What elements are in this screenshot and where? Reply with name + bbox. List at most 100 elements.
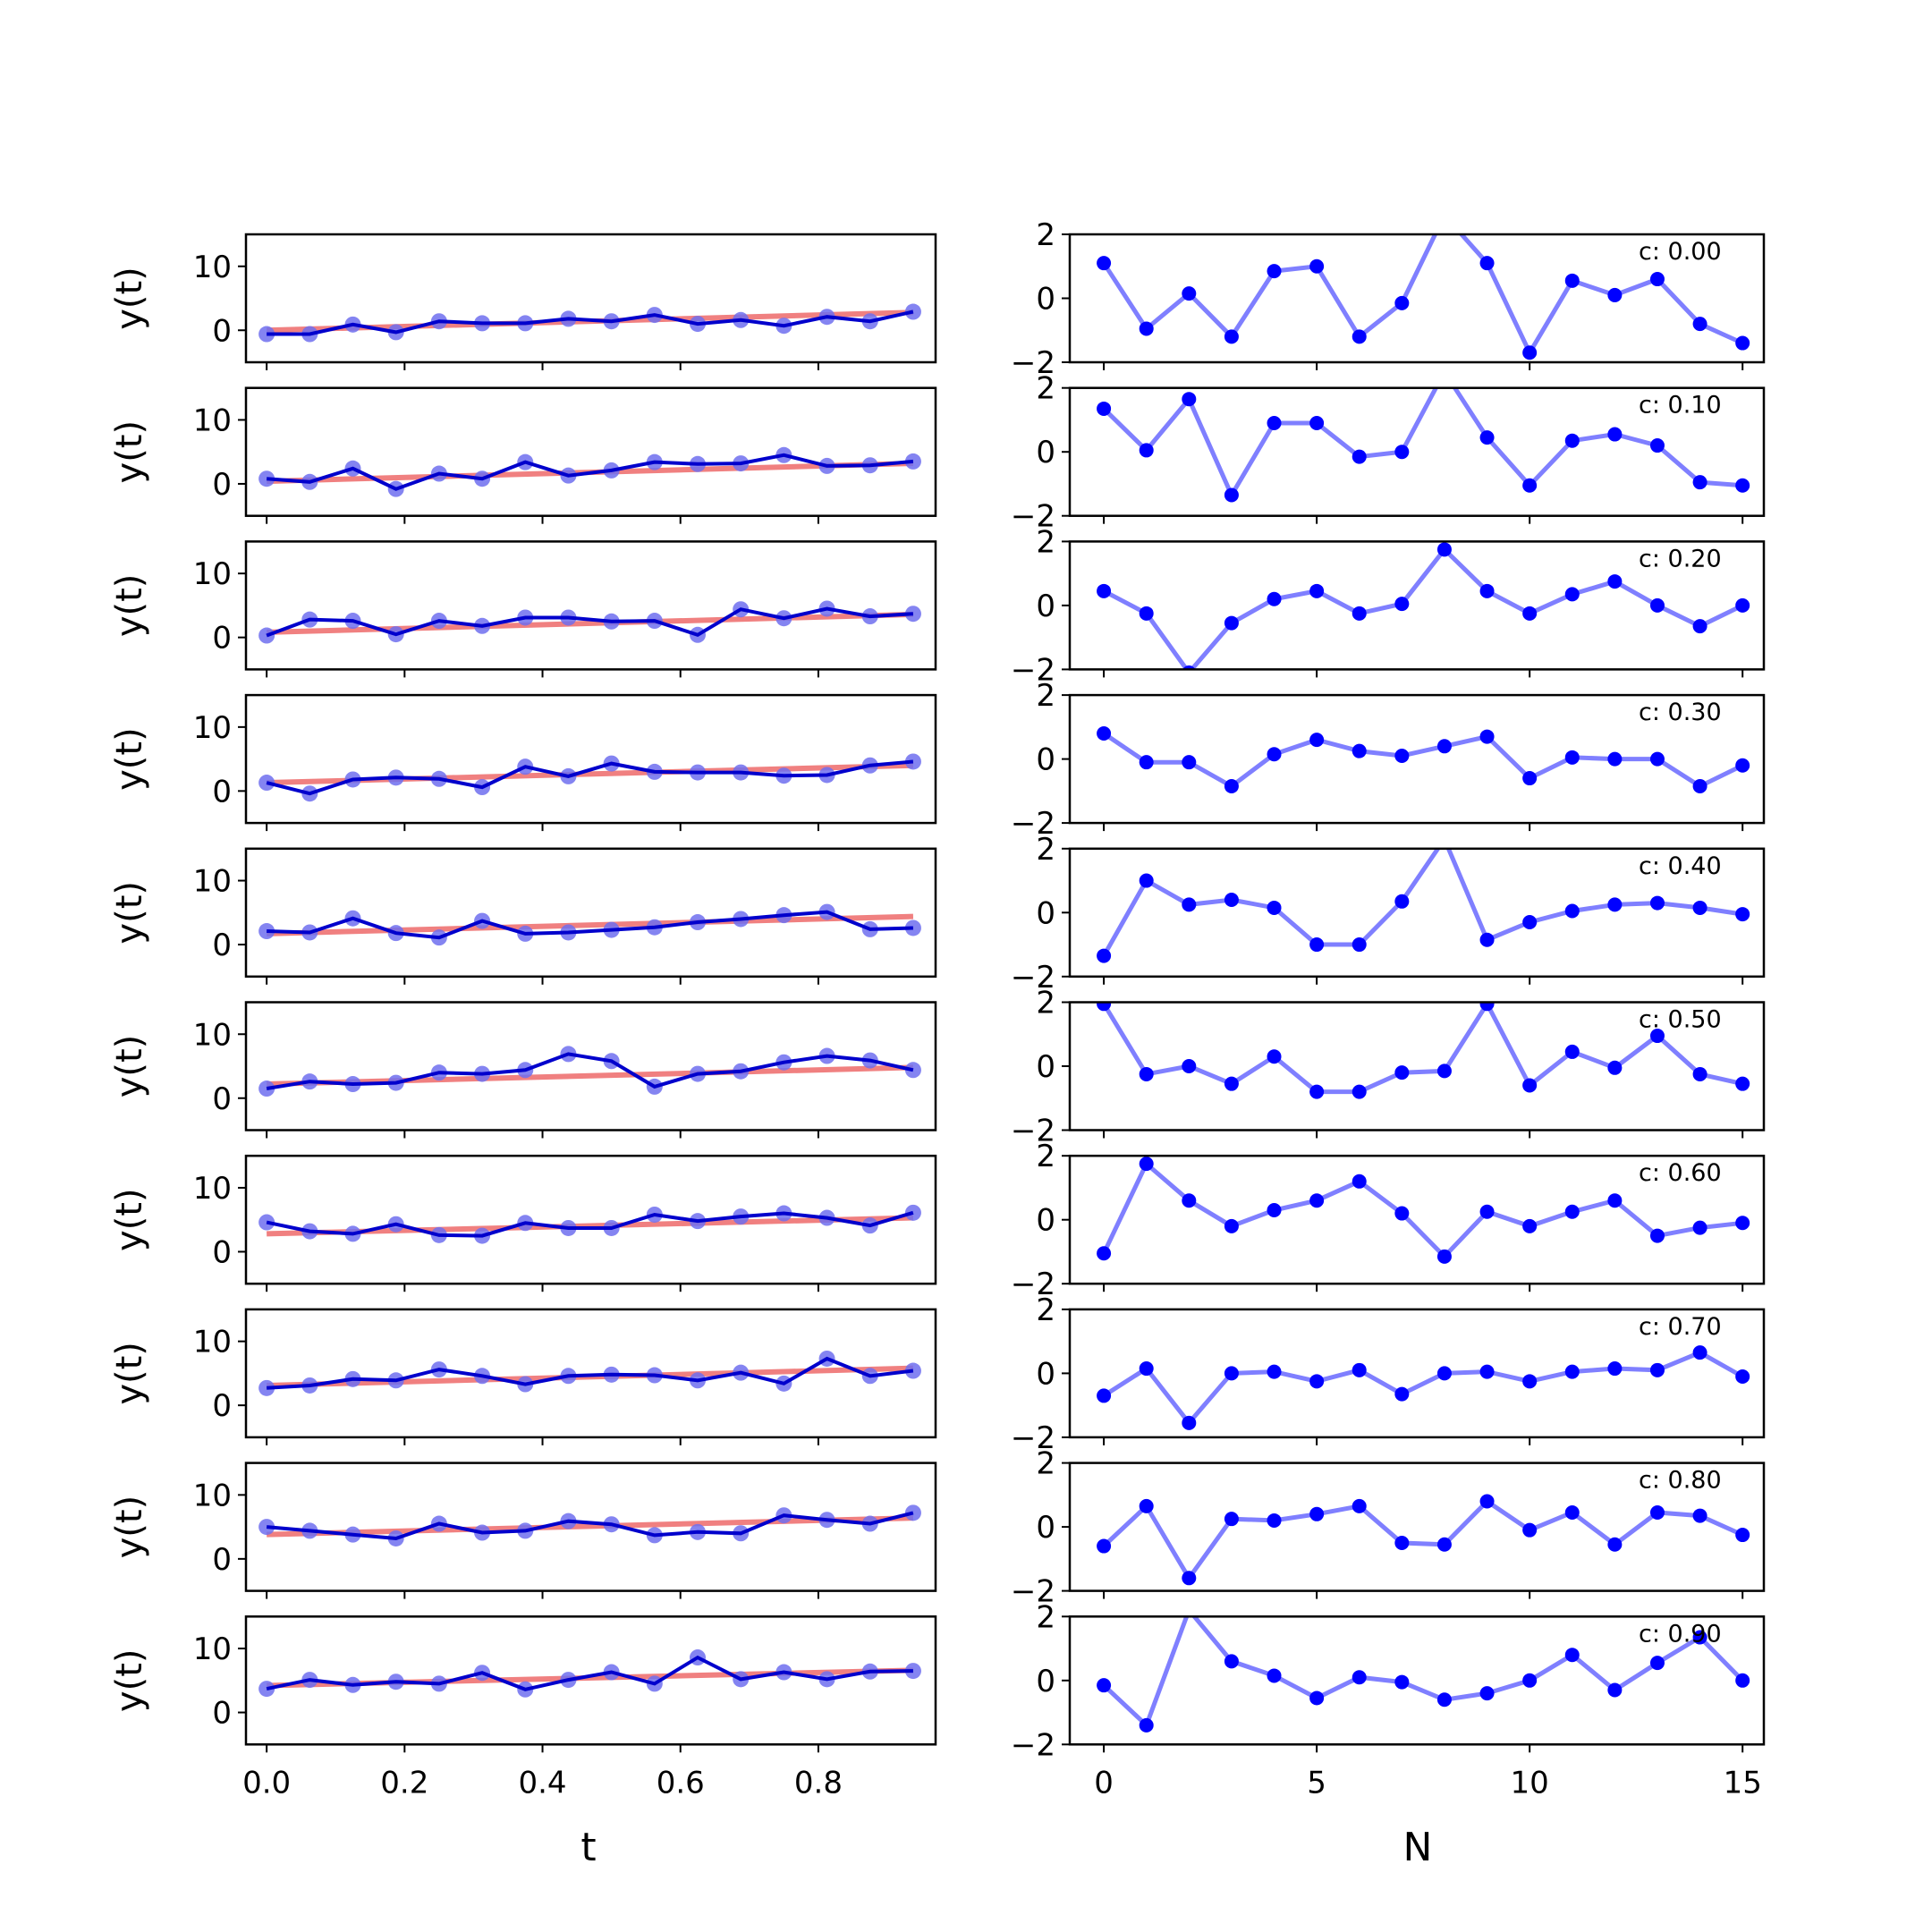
right-panel-8: −2 0 2 c: 0.80 — [1011, 1446, 1766, 1610]
residual-point — [1394, 445, 1410, 460]
residual-point — [1224, 893, 1239, 907]
residual-point — [1139, 606, 1154, 621]
residual-point — [1522, 606, 1538, 621]
residual-point — [1522, 478, 1538, 493]
right-y-tick-label: 2 — [1036, 1599, 1055, 1635]
right-y-tick-label: 0 — [1036, 1664, 1055, 1699]
residual-point — [1522, 1522, 1538, 1538]
right-y-tick-label: 2 — [1036, 1139, 1055, 1174]
residual-point — [1182, 1059, 1197, 1073]
residual-point — [1564, 273, 1580, 288]
residual-point — [1394, 295, 1410, 310]
left-y-tick-label: 10 — [193, 250, 232, 285]
residual-point — [1352, 606, 1367, 621]
residual-point — [1182, 897, 1197, 912]
left-y-tick-label: 10 — [193, 710, 232, 746]
data-point — [904, 1204, 921, 1221]
left-y-tick-label: 0 — [212, 467, 232, 503]
left-plot-area — [258, 1504, 921, 1546]
residual-point — [1097, 1678, 1112, 1693]
right-y-tick-label: 2 — [1036, 1292, 1055, 1328]
left-x-tick-label: 0.0 — [242, 1765, 291, 1801]
residual-point — [1224, 1654, 1239, 1669]
left-y-axis-label: y(t) — [109, 881, 150, 945]
right-x-axis-label: N — [1403, 1825, 1433, 1870]
left-panel-frame — [244, 1615, 937, 1746]
residual-point — [1309, 733, 1325, 748]
residual-point — [1436, 1692, 1452, 1707]
residual-point — [1097, 1246, 1112, 1261]
right-y-tick-label: 0 — [1036, 742, 1055, 778]
data-line — [266, 1210, 914, 1238]
residual-point — [1607, 287, 1623, 302]
residual-point — [1479, 256, 1495, 271]
residual-point — [1185, 1616, 1192, 1618]
residual-point — [1139, 755, 1154, 770]
left-plot-area — [258, 1649, 921, 1698]
residual-point — [1224, 1366, 1239, 1381]
data-line — [266, 1052, 914, 1090]
left-x-tick-label: 0.6 — [657, 1765, 705, 1801]
right-y-tick-label: 0 — [1036, 1510, 1055, 1546]
right-panel-1: −2 0 2 c: 0.10 — [1011, 371, 1766, 535]
residual-point — [1182, 286, 1197, 301]
residual-point — [1182, 392, 1197, 407]
residual-point — [1309, 1193, 1325, 1208]
right-plot-area — [1097, 542, 1750, 670]
residual-point — [1182, 1415, 1197, 1430]
right-panel-frame — [1068, 1615, 1766, 1746]
right-panel-frame — [1068, 1001, 1766, 1131]
residual-point — [1649, 272, 1665, 287]
right-plot-area — [1097, 1494, 1750, 1586]
residual-point — [1097, 1388, 1112, 1403]
fit-line — [267, 1515, 914, 1538]
residual-point — [1139, 1717, 1154, 1733]
residual-point — [1479, 1002, 1495, 1012]
data-line — [267, 309, 914, 336]
right-y-tick-label: 0 — [1036, 435, 1055, 470]
residual-point — [1692, 1066, 1707, 1081]
left-plot-area — [258, 600, 921, 644]
residual-point — [1097, 256, 1112, 271]
residual-point — [1224, 487, 1239, 503]
right-panel-4: −2 0 2 c: 0.40 — [1011, 832, 1766, 996]
left-panel-frame — [244, 1001, 937, 1131]
residual-point — [1692, 475, 1707, 490]
right-y-tick-label: 2 — [1036, 678, 1055, 714]
fit-line — [267, 1064, 914, 1088]
residual-point — [1139, 1361, 1154, 1377]
c-value-label: c: 0.40 — [1639, 852, 1722, 880]
residual-point — [1352, 1362, 1367, 1377]
right-y-tick-label: −2 — [1011, 1727, 1055, 1763]
residual-point — [1692, 317, 1707, 332]
residual-point — [1394, 1065, 1410, 1080]
residual-line — [1102, 387, 1743, 500]
residual-point — [1224, 1218, 1239, 1233]
left-panel-frame — [244, 540, 937, 671]
subplot-grid: 0 10 y(t) −2 0 2 c: 0.00 0 10 y(t) −2 0 2 c: 0.10 0 10 y… — [109, 217, 1766, 1801]
residual-point — [1479, 1494, 1495, 1509]
left-y-tick-label: 10 — [193, 1325, 232, 1360]
residual-point — [1564, 1364, 1580, 1379]
residual-point — [1649, 597, 1665, 613]
residual-point — [1309, 583, 1325, 598]
right-y-tick-label: 0 — [1036, 1356, 1055, 1392]
right-y-tick-label: −2 — [1011, 1114, 1055, 1149]
right-panel-frame — [1068, 847, 1766, 979]
residual-point — [1267, 1364, 1282, 1379]
left-panel-frame — [244, 386, 937, 517]
data-point — [904, 453, 921, 470]
left-y-tick-label: 0 — [212, 774, 232, 809]
residual-point — [1394, 1386, 1410, 1402]
right-y-tick-label: 0 — [1036, 895, 1055, 931]
right-plot-area — [1097, 848, 1750, 963]
residual-point — [1267, 1202, 1282, 1217]
right-plot-area — [1097, 1616, 1750, 1733]
left-y-axis-label: y(t) — [109, 1342, 150, 1405]
residual-point — [1139, 1066, 1154, 1081]
residual-point — [1649, 1362, 1665, 1377]
residual-point — [1309, 416, 1325, 431]
left-plot-area — [258, 1350, 921, 1396]
left-y-axis-label: y(t) — [109, 1496, 150, 1559]
